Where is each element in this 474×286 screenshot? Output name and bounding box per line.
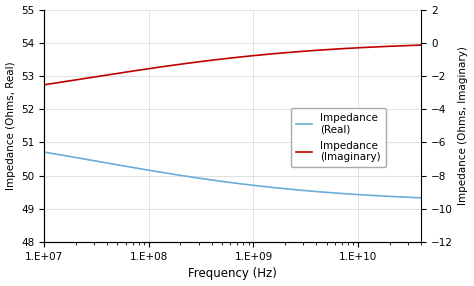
Impedance
(Imaginary) bbox=[282, 51, 287, 55]
X-axis label: Frequency (Hz): Frequency (Hz) bbox=[188, 267, 277, 281]
Impedance
(Imaginary) bbox=[327, 48, 333, 51]
Impedance
(Real) bbox=[64, 154, 70, 158]
Impedance
(Imaginary) bbox=[366, 45, 372, 49]
Impedance
(Real) bbox=[41, 150, 47, 154]
Impedance
(Real) bbox=[366, 194, 372, 197]
Impedance
(Imaginary) bbox=[260, 53, 266, 56]
Impedance
(Real) bbox=[327, 191, 333, 194]
Y-axis label: Impedance (Ohms, Imaginary): Impedance (Ohms, Imaginary) bbox=[458, 46, 468, 205]
Line: Impedance
(Imaginary): Impedance (Imaginary) bbox=[44, 45, 421, 85]
Impedance
(Imaginary) bbox=[41, 83, 47, 87]
Line: Impedance
(Real): Impedance (Real) bbox=[44, 152, 421, 198]
Impedance
(Real) bbox=[282, 187, 287, 190]
Y-axis label: Impedance (Ohms, Real): Impedance (Ohms, Real) bbox=[6, 61, 16, 190]
Impedance
(Real) bbox=[260, 185, 266, 188]
Impedance
(Imaginary) bbox=[419, 43, 424, 47]
Impedance
(Real) bbox=[270, 186, 276, 189]
Impedance
(Imaginary) bbox=[270, 52, 276, 55]
Legend: Impedance
(Real), Impedance
(Imaginary): Impedance (Real), Impedance (Imaginary) bbox=[291, 108, 386, 167]
Impedance
(Imaginary) bbox=[64, 80, 70, 83]
Impedance
(Real) bbox=[419, 196, 424, 200]
